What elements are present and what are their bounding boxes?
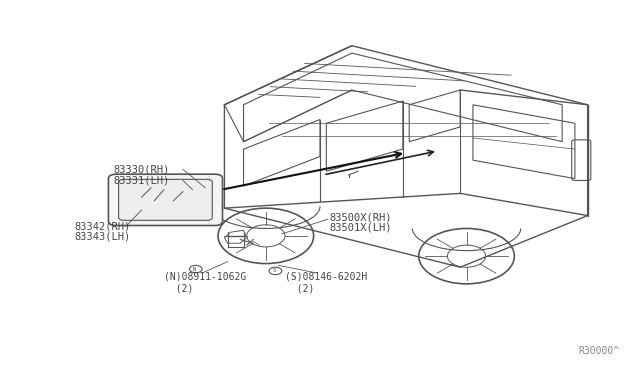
FancyBboxPatch shape xyxy=(108,174,223,225)
Text: 83342(RH): 83342(RH) xyxy=(75,222,131,232)
Text: 83501X(LH): 83501X(LH) xyxy=(330,223,392,233)
Text: N: N xyxy=(193,267,196,272)
Text: 83330(RH): 83330(RH) xyxy=(113,164,169,174)
Text: 83500X(RH): 83500X(RH) xyxy=(330,212,392,222)
Text: R30000^: R30000^ xyxy=(579,346,620,356)
FancyBboxPatch shape xyxy=(118,179,212,220)
Text: (S)08146-6202H
  (2): (S)08146-6202H (2) xyxy=(285,272,367,294)
Text: S: S xyxy=(273,269,276,273)
Text: 83331(LH): 83331(LH) xyxy=(113,176,169,186)
Text: 83343(LH): 83343(LH) xyxy=(75,232,131,242)
Text: (N)08911-1062G
  (2): (N)08911-1062G (2) xyxy=(164,272,246,294)
